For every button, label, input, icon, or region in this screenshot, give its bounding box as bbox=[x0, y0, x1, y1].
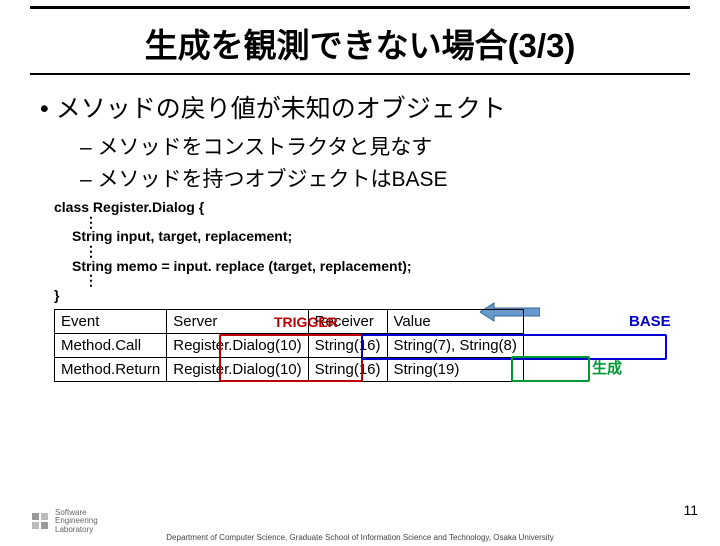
title-rule-top bbox=[30, 6, 690, 9]
code-block: class Register.Dialog { ⋮ String input, … bbox=[54, 199, 720, 305]
slide-title: 生成を観測できない場合(3/3) bbox=[30, 19, 690, 67]
logo-icon bbox=[30, 511, 50, 531]
bullet-sub-1: – メソッドをコンストラクタと見なす bbox=[80, 131, 720, 161]
table-row: Method.Return Register.Dialog(10) String… bbox=[55, 357, 524, 381]
base-label: BASE bbox=[629, 313, 671, 330]
th-event: Event bbox=[55, 309, 167, 333]
gen-label: 生成 bbox=[592, 357, 622, 378]
bullet-main: • メソッドの戻り値が未知のオブジェクト bbox=[40, 89, 720, 125]
bullet-sub-2: – メソッドを持つオブジェクトはBASE bbox=[80, 163, 720, 193]
data-table-wrap: Event Server Receiver Value Method.Call … bbox=[54, 309, 720, 382]
footer-text: Department of Computer Science, Graduate… bbox=[0, 533, 720, 542]
trigger-label: TRIGGER bbox=[274, 314, 338, 330]
table-row: Method.Call Register.Dialog(10) String(1… bbox=[55, 333, 524, 357]
slide-number: 11 bbox=[683, 502, 698, 518]
title-rule-bottom bbox=[30, 73, 690, 75]
th-value: Value bbox=[387, 309, 523, 333]
footer-logo: Software Engineering Laboratory bbox=[30, 509, 98, 534]
